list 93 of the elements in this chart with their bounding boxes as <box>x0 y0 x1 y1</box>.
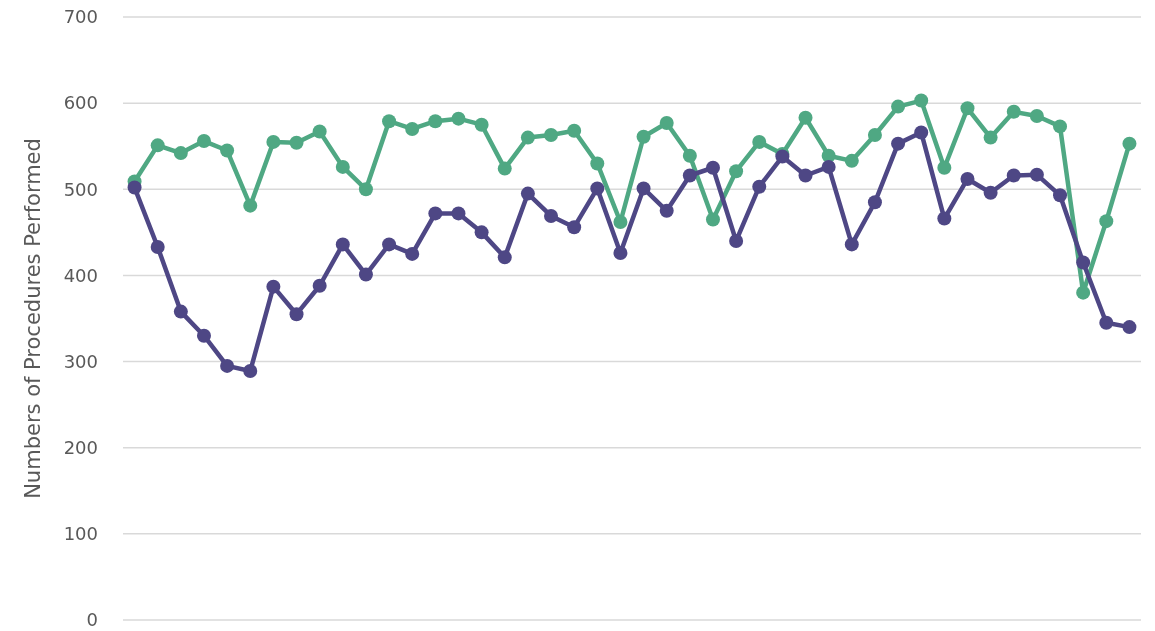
point <box>1006 168 1021 183</box>
point <box>1122 320 1137 335</box>
y-tick-label: 600 <box>63 92 98 114</box>
y-tick-label: 100 <box>63 523 98 545</box>
point <box>752 179 767 194</box>
y-tick-label: 300 <box>63 350 98 372</box>
point <box>382 237 397 252</box>
point <box>497 161 512 176</box>
point <box>243 198 258 213</box>
point <box>289 135 304 150</box>
point <box>867 195 882 210</box>
point <box>1053 119 1068 134</box>
point <box>196 328 211 343</box>
point <box>405 121 420 136</box>
point <box>544 208 559 223</box>
point <box>705 212 720 227</box>
point <box>196 134 211 149</box>
point <box>729 164 744 179</box>
point <box>705 160 720 175</box>
point <box>821 159 836 174</box>
point <box>266 279 281 294</box>
point <box>544 128 559 143</box>
y-tick-label: 400 <box>63 264 98 286</box>
point <box>798 110 813 125</box>
point <box>405 246 420 261</box>
point <box>983 185 998 200</box>
point <box>220 358 235 373</box>
point <box>914 93 929 108</box>
point <box>451 206 466 221</box>
point <box>335 237 350 252</box>
point <box>613 215 628 230</box>
point <box>682 168 697 183</box>
point <box>1076 285 1091 300</box>
point <box>150 138 165 153</box>
point <box>173 146 188 161</box>
point <box>220 143 235 158</box>
point <box>382 114 397 129</box>
point <box>937 211 952 226</box>
point <box>867 128 882 143</box>
point <box>729 233 744 248</box>
point <box>1053 188 1068 203</box>
point <box>752 134 767 149</box>
y-tick-label: 0 <box>86 609 98 631</box>
point <box>1006 104 1021 119</box>
point <box>243 364 258 379</box>
point <box>891 136 906 151</box>
y-axis-title: Numbers of Procedures Performed <box>21 138 45 499</box>
point <box>636 181 651 196</box>
point <box>266 134 281 149</box>
point <box>590 181 605 196</box>
point <box>659 115 674 130</box>
point <box>636 129 651 144</box>
y-tick-label: 500 <box>63 178 98 200</box>
point <box>289 307 304 322</box>
y-tick-label: 200 <box>63 437 98 459</box>
point <box>428 206 443 221</box>
point <box>497 250 512 265</box>
point <box>474 117 489 132</box>
point <box>891 99 906 114</box>
point <box>1099 214 1114 229</box>
point <box>844 237 859 252</box>
point <box>451 111 466 126</box>
point <box>798 168 813 183</box>
point <box>150 240 165 254</box>
point <box>520 186 535 201</box>
point <box>682 148 697 163</box>
point <box>173 304 188 319</box>
point <box>474 225 489 240</box>
point <box>312 278 327 293</box>
point <box>127 180 142 195</box>
point <box>428 114 443 129</box>
point <box>1099 315 1114 330</box>
point <box>914 125 929 140</box>
point <box>520 130 535 145</box>
point <box>659 203 674 218</box>
point <box>590 156 605 171</box>
point <box>937 160 952 175</box>
point <box>844 153 859 168</box>
point <box>960 101 975 116</box>
point <box>1122 136 1137 151</box>
point <box>567 220 582 235</box>
point <box>335 159 350 174</box>
point <box>358 267 373 282</box>
point <box>1029 167 1044 182</box>
point <box>960 171 975 186</box>
point <box>358 182 373 197</box>
y-tick-label: 700 <box>63 6 98 28</box>
point <box>567 123 582 138</box>
point <box>983 130 998 145</box>
point <box>1076 255 1091 270</box>
point <box>1029 109 1044 124</box>
point <box>613 246 628 261</box>
point <box>312 124 327 139</box>
